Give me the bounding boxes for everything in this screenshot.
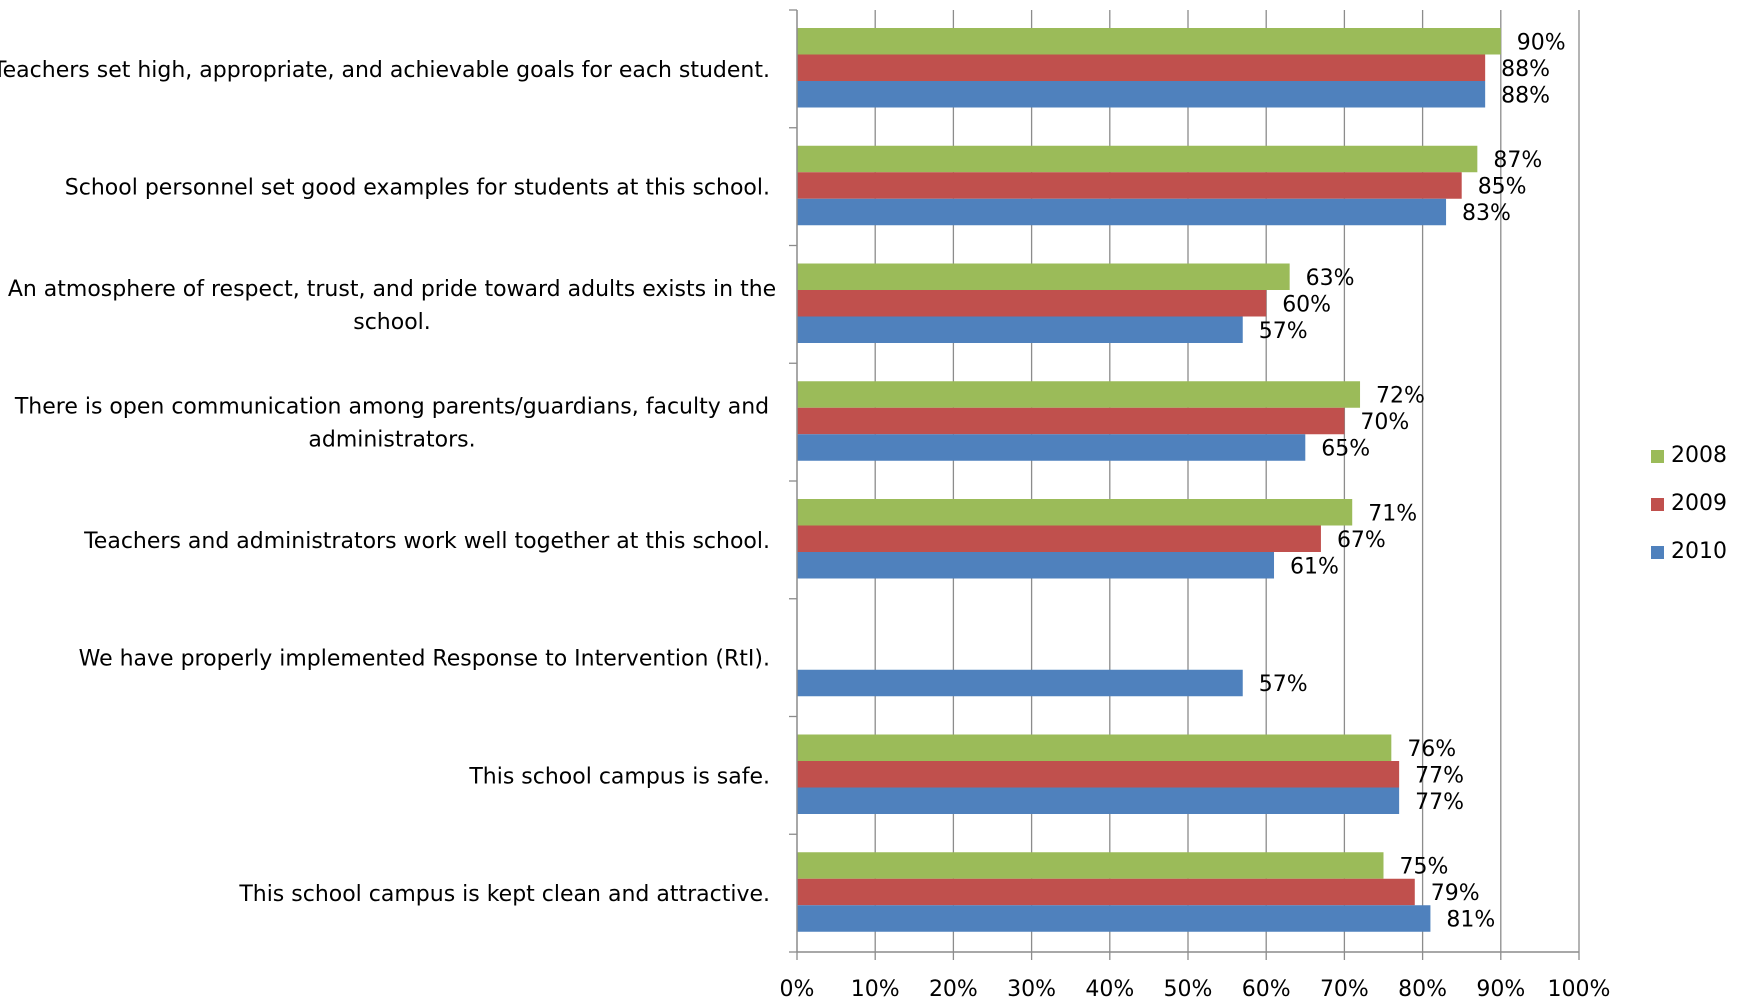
category-label-line: There is open communication among parent…	[14, 395, 769, 420]
data-label: 57%	[1259, 672, 1308, 697]
bar-2009	[797, 290, 1267, 317]
bar-2010	[797, 669, 1243, 697]
x-tick-label: 30%	[1007, 977, 1056, 1002]
bar-2010	[797, 552, 1275, 579]
bar-2008	[797, 381, 1361, 408]
data-label: 87%	[1493, 148, 1542, 173]
bar-2010	[797, 198, 1447, 226]
category-label: School personnel set good examples for s…	[65, 176, 770, 201]
category-label: Teachers set high, appropriate, and achi…	[0, 58, 770, 83]
data-label: 77%	[1415, 763, 1464, 788]
x-tick-label: 80%	[1398, 977, 1447, 1002]
data-label: 57%	[1259, 319, 1308, 344]
data-label: 65%	[1321, 437, 1370, 462]
category-label: An atmosphere of respect, trust, and pri…	[8, 277, 776, 335]
category-label-line: administrators.	[308, 428, 475, 453]
x-tick-label: 40%	[1085, 977, 1134, 1002]
data-label: 76%	[1407, 737, 1456, 762]
data-label: 61%	[1290, 554, 1339, 579]
bar-2008	[797, 145, 1478, 173]
x-tick-label: 70%	[1320, 977, 1369, 1002]
bar-2008	[797, 28, 1501, 55]
data-label: 88%	[1501, 57, 1550, 82]
legend-swatch-2008	[1651, 450, 1664, 463]
data-label: 81%	[1446, 908, 1495, 933]
bar-2010	[797, 81, 1486, 108]
data-label: 63%	[1306, 266, 1355, 291]
x-tick-label: 0%	[780, 977, 815, 1002]
category-label-line: School personnel set good examples for s…	[65, 176, 770, 201]
legend-label: 2010	[1671, 539, 1727, 564]
bar-2009	[797, 878, 1415, 906]
x-tick-label: 60%	[1242, 977, 1291, 1002]
x-tick-label: 20%	[929, 977, 978, 1002]
data-label: 72%	[1376, 384, 1425, 409]
bar-2010	[797, 316, 1243, 343]
data-label: 83%	[1462, 201, 1511, 226]
bar-2009	[797, 407, 1345, 435]
category-label-line: school.	[353, 310, 431, 335]
category-label-line: We have properly implemented Response to…	[79, 647, 770, 672]
category-label-line: An atmosphere of respect, trust, and pri…	[8, 277, 776, 302]
data-label: 67%	[1337, 528, 1386, 553]
bar-2010	[797, 787, 1400, 814]
category-label-line: This school campus is safe.	[468, 764, 770, 789]
data-label: 90%	[1517, 30, 1566, 55]
data-label: 79%	[1431, 881, 1480, 906]
x-tick-label: 50%	[1164, 977, 1213, 1002]
legend-label: 2009	[1671, 491, 1727, 516]
bar-2009	[797, 54, 1486, 81]
x-tick-label: 10%	[851, 977, 900, 1002]
x-tick-label: 90%	[1476, 977, 1525, 1002]
category-label-line: Teachers set high, appropriate, and achi…	[0, 58, 770, 83]
category-label: Teachers and administrators work well to…	[83, 529, 770, 554]
legend-label: 2008	[1671, 443, 1727, 468]
category-label-line: This school campus is kept clean and att…	[238, 882, 770, 907]
legend-swatch-2009	[1651, 498, 1664, 511]
category-label: There is open communication among parent…	[14, 395, 769, 453]
bar-2009	[797, 525, 1321, 552]
bar-2008	[797, 499, 1353, 526]
category-label: This school campus is safe.	[468, 764, 770, 789]
bar-2009	[797, 761, 1400, 788]
bar-2010	[797, 905, 1431, 932]
bar-2009	[797, 172, 1462, 199]
data-label: 70%	[1360, 410, 1409, 435]
x-tick-label: 100%	[1548, 977, 1611, 1002]
data-label: 88%	[1501, 83, 1550, 108]
data-label: 85%	[1478, 175, 1527, 200]
legend: 2008 2009 2010	[1651, 443, 1727, 564]
bar-2010	[797, 434, 1306, 461]
category-label: This school campus is kept clean and att…	[238, 882, 770, 907]
data-label: 60%	[1282, 292, 1331, 317]
category-label: We have properly implemented Response to…	[79, 647, 770, 672]
data-label: 75%	[1400, 855, 1449, 880]
bar-2008	[797, 734, 1392, 761]
bar-2008	[797, 263, 1290, 290]
data-label: 77%	[1415, 790, 1464, 815]
bar-2008	[797, 852, 1384, 879]
axes	[789, 9, 1580, 960]
category-label-line: Teachers and administrators work well to…	[83, 529, 770, 554]
labels: 0% 10% 20% 30% 40% 50% 60% 70% 80% 90% 100%90%88%8…	[0, 30, 1610, 1002]
data-label: 71%	[1368, 501, 1417, 526]
bars	[797, 28, 1501, 932]
legend-swatch-2010	[1651, 546, 1664, 559]
